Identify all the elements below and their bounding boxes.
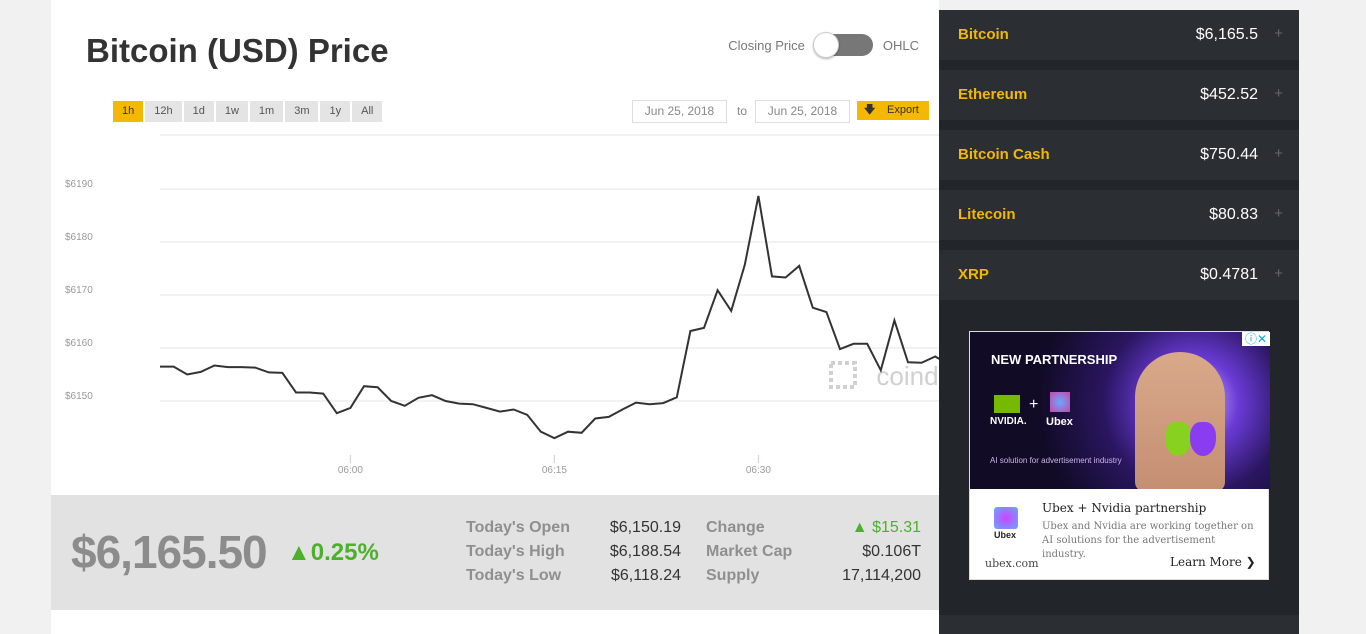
- coin-row-ethereum[interactable]: Ethereum $452.52 +: [939, 70, 1299, 120]
- ad-plus: +: [1029, 396, 1039, 413]
- current-price: $6,165.50: [71, 526, 268, 578]
- y-tick-label: $6190: [65, 179, 93, 190]
- coin-name: Bitcoin: [958, 26, 1009, 43]
- ad-description: Ubex and Nvidia are working together on …: [1042, 521, 1254, 560]
- coin-price: $452.52: [1200, 86, 1258, 103]
- plus-icon[interactable]: +: [1274, 205, 1283, 222]
- coin-row-bitcoin[interactable]: Bitcoin $6,165.5 +: [939, 10, 1299, 60]
- plus-icon[interactable]: +: [1274, 145, 1283, 162]
- coin-row-litecoin[interactable]: Litecoin $80.83 +: [939, 190, 1299, 240]
- stat-value: $6,150.19: [609, 519, 681, 536]
- coin-row-xrp[interactable]: XRP $0.4781 +: [939, 250, 1299, 300]
- page-title: Bitcoin (USD) Price: [86, 32, 389, 69]
- y-tick-label: $6160: [65, 338, 93, 349]
- y-tick-label: $6180: [65, 232, 93, 243]
- range-12h[interactable]: 12h: [145, 101, 182, 122]
- ad-headline: NEW PARTNERSHIP: [991, 352, 1118, 367]
- nvidia-logo-icon: [994, 395, 1020, 413]
- coin-name: Bitcoin Cash: [958, 146, 1050, 163]
- ad-image[interactable]: NEW PARTNERSHIP NVIDIA. + Ubex AI soluti…: [970, 332, 1270, 489]
- coin-price: $6,165.5: [1195, 26, 1258, 43]
- ad-choices-close-icon[interactable]: ⓘ✕: [1242, 332, 1270, 346]
- nvidia-wordmark: NVIDIA.: [990, 416, 1027, 427]
- coin-price: $750.44: [1200, 146, 1258, 163]
- stat-label: Today's Open: [466, 519, 570, 536]
- price-mode-toggle[interactable]: Closing Price OHLC: [728, 32, 919, 58]
- date-to-label: to: [737, 104, 748, 118]
- price-line: [160, 195, 939, 440]
- x-tick-label: 06:15: [542, 465, 567, 476]
- plus-icon[interactable]: +: [1274, 85, 1283, 102]
- coin-row-bitcoin-cash[interactable]: Bitcoin Cash $750.44 +: [939, 130, 1299, 180]
- ubex-wordmark: Ubex: [1046, 416, 1073, 428]
- x-tick-label: 06:30: [746, 465, 771, 476]
- toggle-label-closing: Closing Price: [728, 37, 805, 53]
- coin-name: Ethereum: [958, 86, 1028, 103]
- ad-figure-detail: [1190, 422, 1216, 456]
- stat-value: 17,114,200: [842, 567, 921, 584]
- plus-icon[interactable]: +: [1274, 265, 1283, 282]
- range-1y[interactable]: 1y: [320, 101, 351, 122]
- stat-label: Today's High: [466, 543, 565, 560]
- ad-url[interactable]: ubex.com: [985, 557, 1039, 570]
- stat-value: $6,118.24: [611, 567, 681, 584]
- coin-name: Litecoin: [958, 206, 1016, 223]
- range-all[interactable]: All: [352, 101, 383, 122]
- sidebar: Bitcoin $6,165.5 + Ethereum $452.52 + Bi…: [939, 10, 1299, 634]
- stat-value: $0.106T: [862, 543, 921, 560]
- range-1m[interactable]: 1m: [249, 101, 284, 122]
- percent-change: ▲0.25%: [287, 539, 379, 566]
- range-1h[interactable]: 1h: [113, 101, 144, 122]
- sidebar-footer: [939, 615, 1299, 634]
- stat-label: Market Cap: [706, 543, 793, 560]
- coin-name: XRP: [958, 266, 989, 283]
- advertisement[interactable]: NEW PARTNERSHIP NVIDIA. + Ubex AI soluti…: [969, 331, 1270, 580]
- ad-figure-detail: [1165, 422, 1191, 456]
- range-3m[interactable]: 3m: [285, 101, 319, 122]
- learn-more-button[interactable]: Learn More ❯: [1170, 555, 1256, 569]
- ubex-logo-icon: [994, 507, 1018, 529]
- coin-price: $0.4781: [1200, 266, 1258, 283]
- export-button[interactable]: 🡇 Export: [857, 101, 929, 120]
- date-from-input[interactable]: Jun 25, 2018: [632, 100, 727, 123]
- toggle-knob[interactable]: [812, 32, 839, 58]
- ad-logo-text: Ubex: [994, 530, 1017, 540]
- coin-price: $80.83: [1209, 206, 1258, 223]
- ad-title[interactable]: Ubex + Nvidia partnership: [1042, 501, 1207, 515]
- chart-panel: Bitcoin (USD) Price Closing Price OHLC 1…: [51, 0, 939, 634]
- toggle-switch[interactable]: [812, 32, 873, 58]
- date-to-input[interactable]: Jun 25, 2018: [755, 100, 850, 123]
- export-label: Export: [887, 104, 919, 116]
- stat-value: $6,188.54: [609, 543, 681, 560]
- ubex-logo-icon: [1050, 392, 1070, 412]
- y-tick-label: $6170: [65, 285, 93, 296]
- ad-subline: AI solution for advertisement industry: [990, 456, 1122, 465]
- download-arrow-icon: 🡇: [864, 104, 876, 116]
- plus-icon[interactable]: +: [1274, 25, 1283, 42]
- range-buttons: 1h 12h 1d 1w 1m 3m 1y All: [113, 101, 383, 122]
- stat-label: Change: [706, 519, 765, 536]
- range-1d[interactable]: 1d: [183, 101, 214, 122]
- stat-label: Supply: [706, 567, 760, 584]
- toggle-label-ohlc: OHLC: [882, 37, 919, 53]
- ad-model-figure: [1135, 352, 1225, 489]
- stats-bar: $6,165.50 ▲0.25% Today's Open $6,150.19 …: [51, 495, 939, 610]
- x-tick-label: 06:00: [338, 465, 363, 476]
- range-1w[interactable]: 1w: [215, 101, 248, 122]
- price-chart: $6150 $6160 $6170 $6180 $6190 06:00 06:15 06:30…: [65, 134, 939, 476]
- stat-value: ▲ $15.31: [851, 519, 921, 536]
- stat-label: Today's Low: [466, 567, 562, 584]
- y-tick-label: $6150: [65, 391, 93, 402]
- coindesk-watermark: coindesk: [876, 361, 939, 391]
- coindesk-logo-icon: [829, 361, 857, 389]
